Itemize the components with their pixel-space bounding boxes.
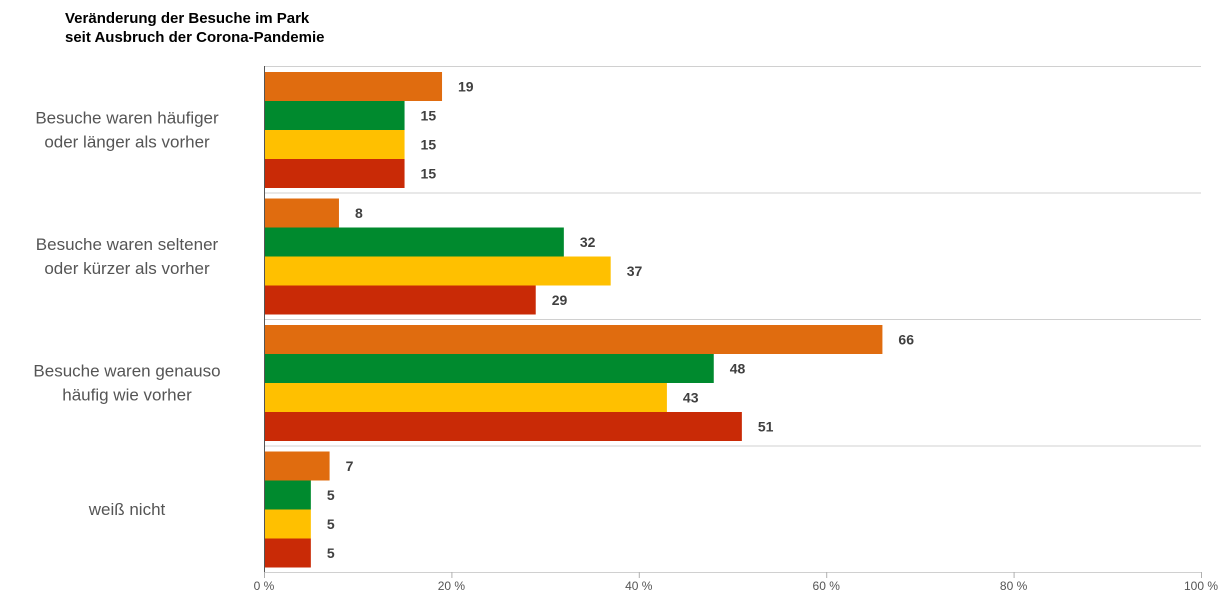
bar <box>264 256 611 286</box>
value-label: 5 <box>327 516 335 532</box>
chart-title: Veränderung der Besuche im Park <box>65 10 310 27</box>
bar <box>264 354 714 383</box>
bar <box>264 538 311 568</box>
value-label: 48 <box>730 361 746 377</box>
category-label-line: häufig wie vorher <box>62 385 192 404</box>
chart-title-block: Veränderung der Besuche im Park seit Aus… <box>65 9 325 47</box>
bar <box>264 198 339 228</box>
category-label: Besuche waren seltener oder kürzer als vo… <box>36 235 219 278</box>
bar <box>264 101 405 130</box>
x-tick-label: 60 % <box>813 579 841 593</box>
value-label: 8 <box>355 205 363 221</box>
value-label: 7 <box>346 458 354 474</box>
value-label: 15 <box>421 108 437 124</box>
x-tick-label: 80 % <box>1000 579 1028 593</box>
bar <box>264 383 667 412</box>
value-label: 37 <box>627 263 643 279</box>
bar <box>264 325 883 354</box>
category-label-line: oder länger als vorher <box>44 132 210 151</box>
category-label: weiß nicht <box>88 500 166 519</box>
value-label: 15 <box>421 137 437 153</box>
bar <box>264 509 311 539</box>
bar <box>264 130 405 159</box>
bar <box>264 480 311 510</box>
bar <box>264 227 564 257</box>
category-label: Besuche waren genauso häufig wie vorher <box>33 361 220 404</box>
value-label: 19 <box>458 79 474 95</box>
category-label-line: weiß nicht <box>88 500 166 519</box>
bar <box>264 412 742 441</box>
bar <box>264 451 330 481</box>
bar <box>264 72 443 101</box>
category-label-line: Besuche waren seltener <box>36 235 219 254</box>
category-label-line: Besuche waren genauso <box>33 361 220 380</box>
x-tick-label: 20 % <box>438 579 466 593</box>
value-label: 66 <box>898 332 914 348</box>
value-label: 5 <box>327 487 335 503</box>
value-label: 29 <box>552 292 568 308</box>
category-label-line: Besuche waren häufiger <box>35 108 219 127</box>
value-label: 32 <box>580 234 596 250</box>
value-label: 15 <box>421 166 437 182</box>
category-label: Besuche waren häufiger oder länger als vo… <box>35 108 219 151</box>
bar <box>264 159 405 188</box>
chart-subtitle: seit Ausbruch der Corona-Pandemie <box>65 29 325 46</box>
value-label: 43 <box>683 390 699 406</box>
value-label: 51 <box>758 419 774 435</box>
x-tick-label: 40 % <box>625 579 653 593</box>
x-tick-label: 100 % <box>1184 579 1218 593</box>
value-label: 5 <box>327 545 335 561</box>
bar <box>264 285 536 315</box>
category-label-line: oder kürzer als vorher <box>44 259 210 278</box>
x-tick-label: 0 % <box>254 579 275 593</box>
